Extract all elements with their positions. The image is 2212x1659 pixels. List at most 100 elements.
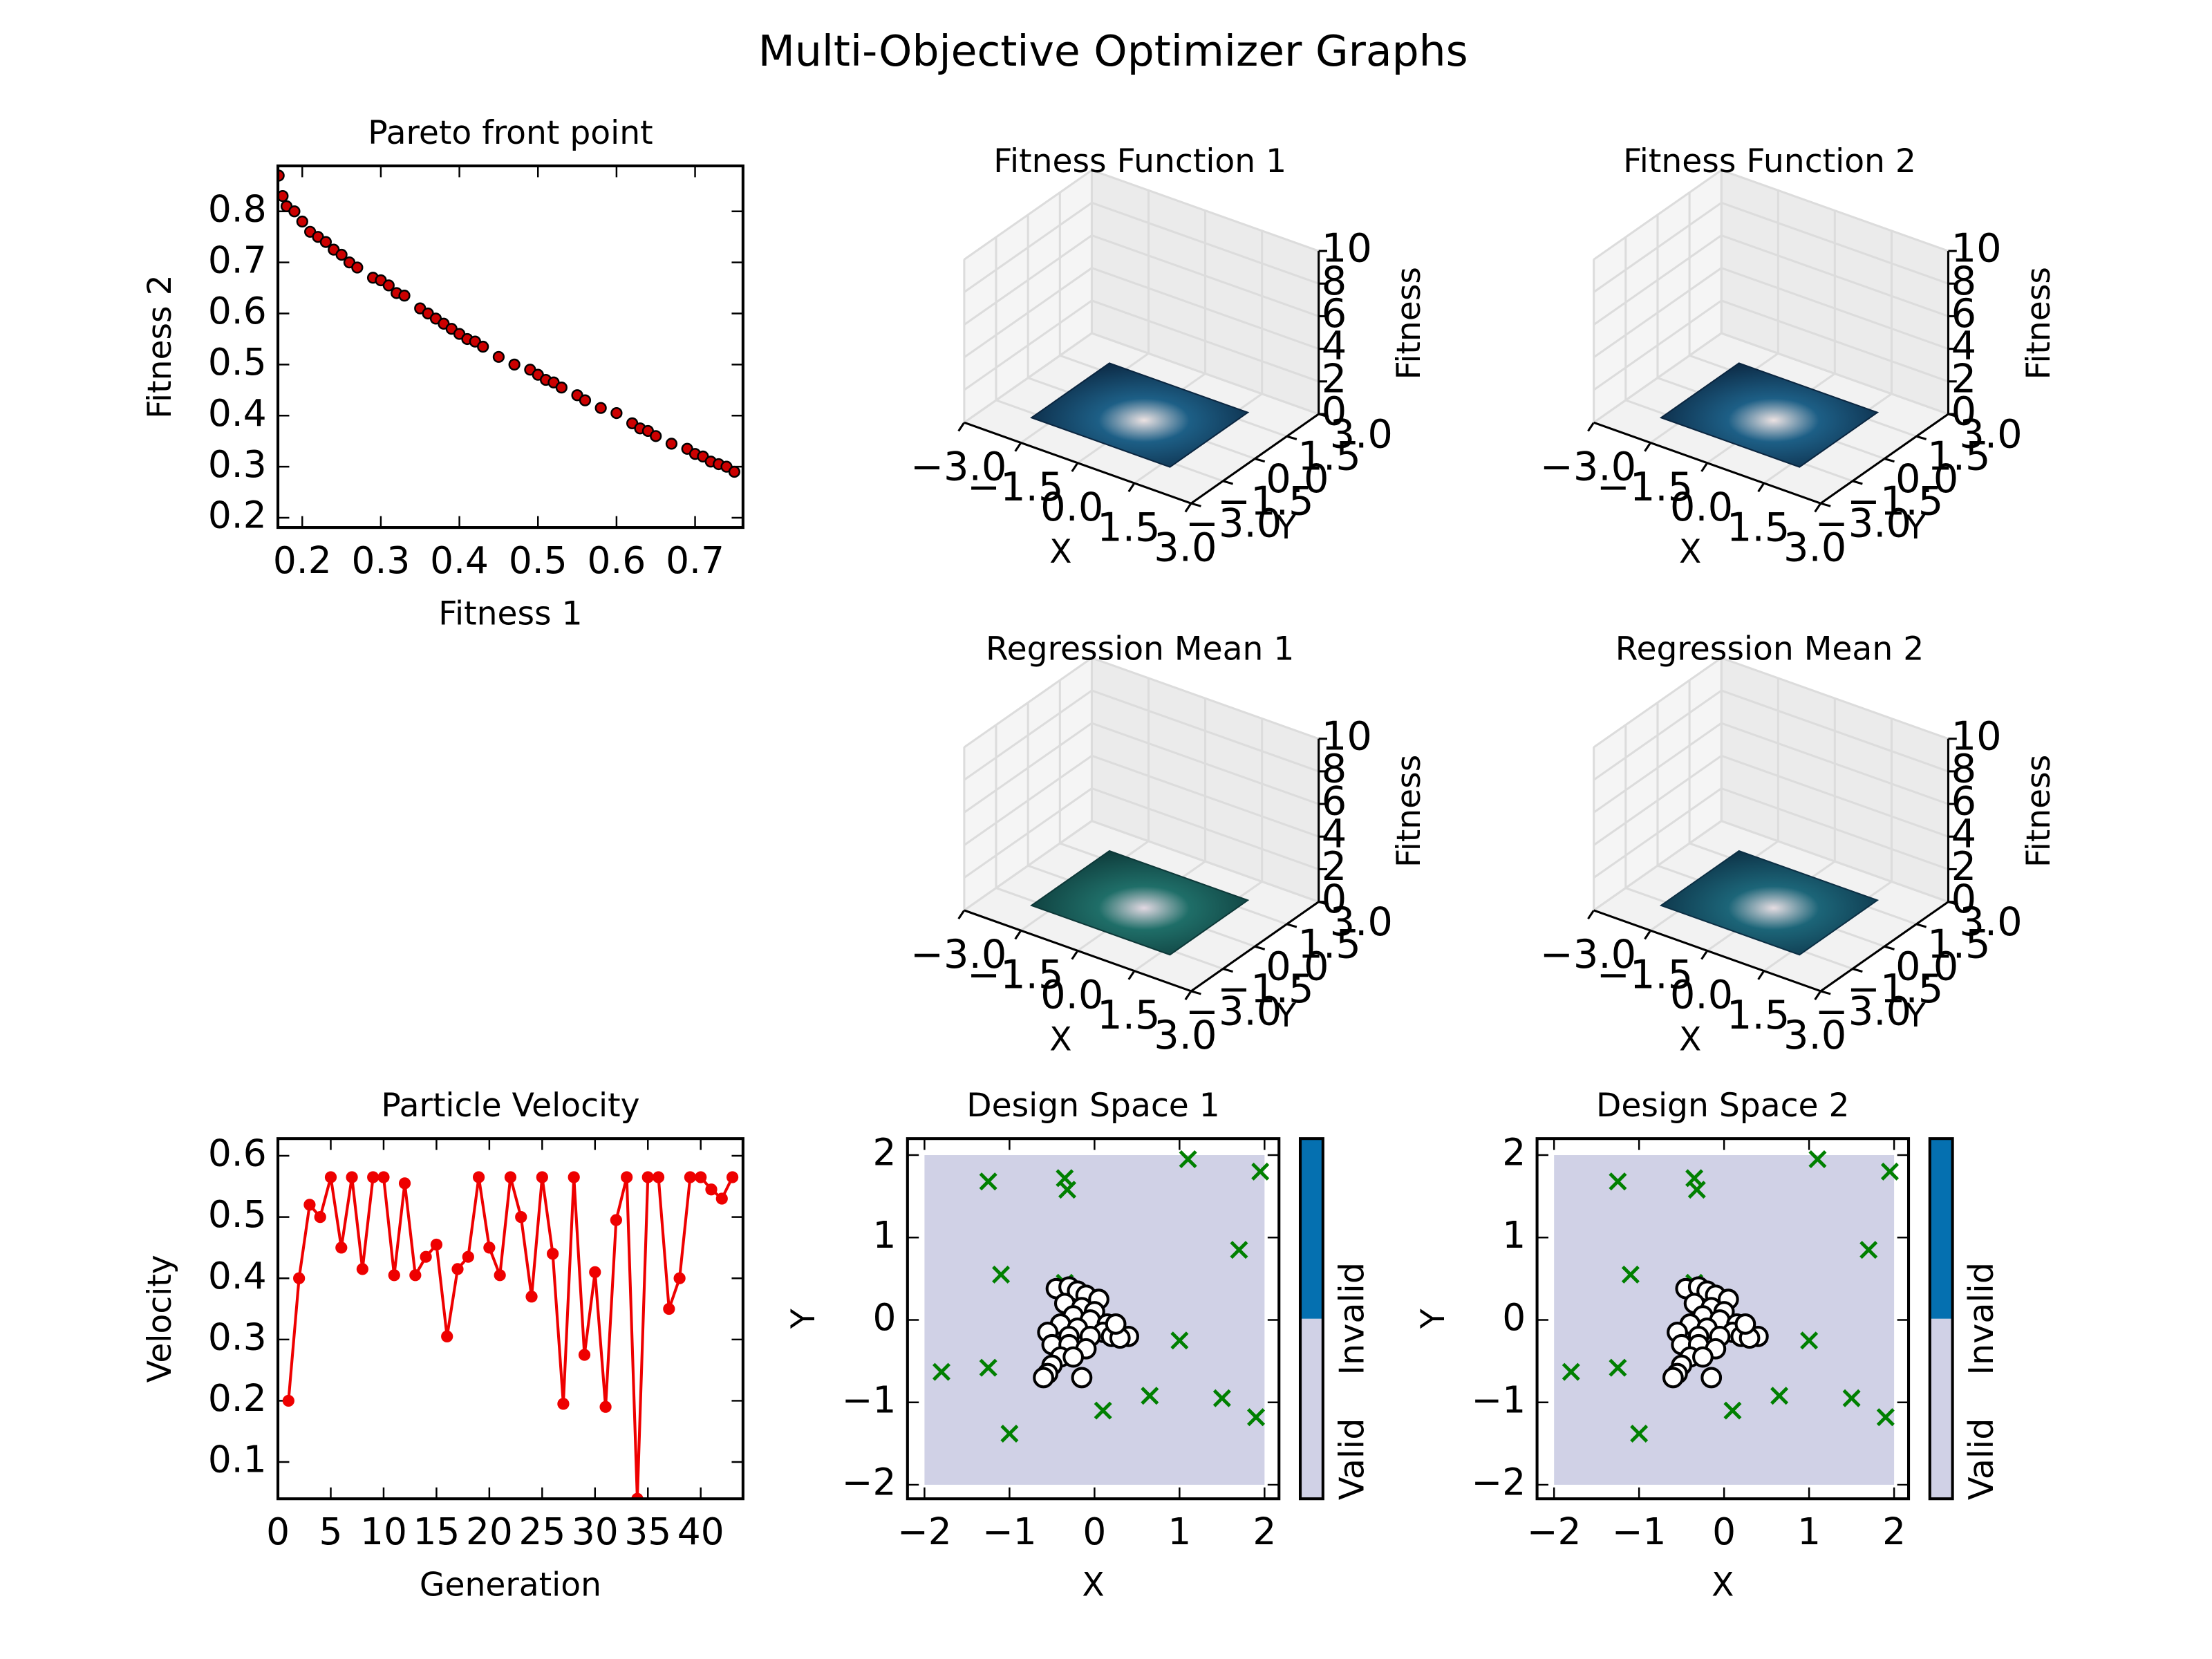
x-tick (957, 422, 966, 432)
grid-line (1721, 754, 1949, 838)
y-tick-label: −3.0 (1815, 500, 1911, 547)
grid-line (963, 657, 1093, 749)
x-tick-label: −1.5 (1597, 464, 1693, 510)
x-tick (1071, 950, 1079, 960)
x-tick (1644, 442, 1651, 452)
plot-area (282, 1171, 739, 1499)
x-axis-label: X (1049, 533, 1071, 571)
point (314, 1210, 326, 1224)
point (610, 1214, 622, 1226)
y-tick-label: 0.4 (208, 391, 267, 435)
y-tick-label: 1.5 (1297, 921, 1360, 967)
point (303, 1199, 316, 1211)
point (650, 430, 662, 442)
y-tick-label: 1.5 (1927, 921, 1990, 967)
z-tick-label: 2 (1322, 355, 1347, 402)
grid-line (1091, 234, 1320, 317)
y-tick (1222, 968, 1234, 973)
x-tick-label: −1.5 (1597, 951, 1693, 997)
grid-line (1593, 755, 1723, 846)
y-axis-label: Velocity (141, 1255, 179, 1382)
grid-line (963, 689, 1093, 781)
grid-line (963, 169, 1093, 261)
y-tick-label: 0.2 (208, 494, 267, 537)
invalid-point (1094, 1401, 1112, 1420)
y-tick-label: 0.5 (208, 340, 267, 384)
colorbar-frame (1928, 1137, 1954, 1501)
surface (1659, 850, 1880, 956)
valid-point (1692, 1346, 1714, 1368)
invalid-point (1842, 1389, 1861, 1407)
x-tick-label: 3.0 (1154, 1012, 1217, 1058)
grid-line (1593, 202, 1723, 293)
point (504, 1171, 517, 1183)
point (335, 1241, 348, 1254)
invalid-point (1876, 1408, 1895, 1427)
x-tick-label: 0 (1712, 1510, 1736, 1553)
grid-line (1721, 267, 1949, 350)
x-axis-label: X (1082, 1566, 1104, 1604)
y-tick-label: 0.0 (1895, 944, 1958, 990)
valid-point (1700, 1367, 1723, 1389)
x-tick (1700, 950, 1709, 960)
x-tick-label: −3.0 (910, 931, 1006, 977)
z-tick-label: 4 (1322, 811, 1347, 857)
z-axis-label: Fitness (1390, 755, 1428, 868)
z-tick-label: 6 (1322, 290, 1347, 337)
grid-line (1593, 169, 1723, 261)
y-tick (1286, 435, 1297, 440)
point (282, 1394, 294, 1407)
z-tick-label: 6 (1322, 778, 1347, 825)
grid-line (1721, 657, 1949, 740)
x-tick-label: 0.0 (1040, 484, 1103, 530)
point (388, 1269, 400, 1282)
colorbar-frame (1298, 1137, 1324, 1501)
grid-line (1593, 299, 1723, 391)
y-tick-label: 0.3 (208, 1315, 267, 1358)
grid-line (1091, 169, 1320, 252)
axes-title: Particle Velocity (381, 1087, 639, 1125)
x-tick (957, 910, 966, 920)
invalid-point (1230, 1241, 1248, 1259)
z-tick-label: 0 (1951, 388, 1977, 435)
point (610, 406, 623, 420)
surface (1030, 850, 1250, 956)
axes-title: Design Space 1 (966, 1087, 1220, 1125)
valid-point (1071, 1367, 1093, 1389)
invalid-point (992, 1265, 1011, 1284)
y-tick (1190, 990, 1201, 995)
axes-title: Regression Mean 2 (1615, 630, 1924, 668)
invalid-point (1212, 1389, 1231, 1407)
valid-point (1734, 1313, 1756, 1335)
x-tick-label: 2 (1882, 1510, 1906, 1553)
x-axis-label: X (1712, 1566, 1734, 1604)
surface (1659, 362, 1880, 468)
grid-line (963, 787, 1093, 879)
y-tick-label: 0.4 (208, 1254, 267, 1297)
axis-line (964, 909, 1192, 993)
point (377, 1171, 390, 1183)
point (684, 1171, 697, 1183)
grid-line (1721, 332, 1949, 415)
point (547, 1248, 559, 1260)
y-tick-label: 0.5 (208, 1192, 267, 1236)
point (346, 1171, 358, 1183)
axes-title: Regression Mean 1 (986, 630, 1294, 668)
grid-line (1721, 820, 1949, 903)
z-tick-label: 4 (1322, 323, 1347, 369)
x-tick-label: −3.0 (1540, 444, 1636, 490)
x-tick-label: 2 (1253, 1510, 1276, 1553)
point (492, 350, 505, 363)
point (335, 248, 348, 261)
invalid-point (1880, 1162, 1899, 1181)
y-tick-label: −2 (842, 1461, 897, 1504)
z-tick-label: 8 (1322, 746, 1347, 792)
figure-title: Multi-Objective Optimizer Graphs (758, 26, 1468, 76)
grid-line (963, 722, 1093, 814)
axes-frame (276, 1137, 744, 1501)
y-axis-label: Y (1275, 509, 1296, 547)
colorbar-label: Valid (1961, 1418, 2001, 1500)
axis-line (1190, 901, 1320, 993)
x-tick-label: 0.7 (666, 538, 724, 582)
point (536, 1171, 548, 1183)
